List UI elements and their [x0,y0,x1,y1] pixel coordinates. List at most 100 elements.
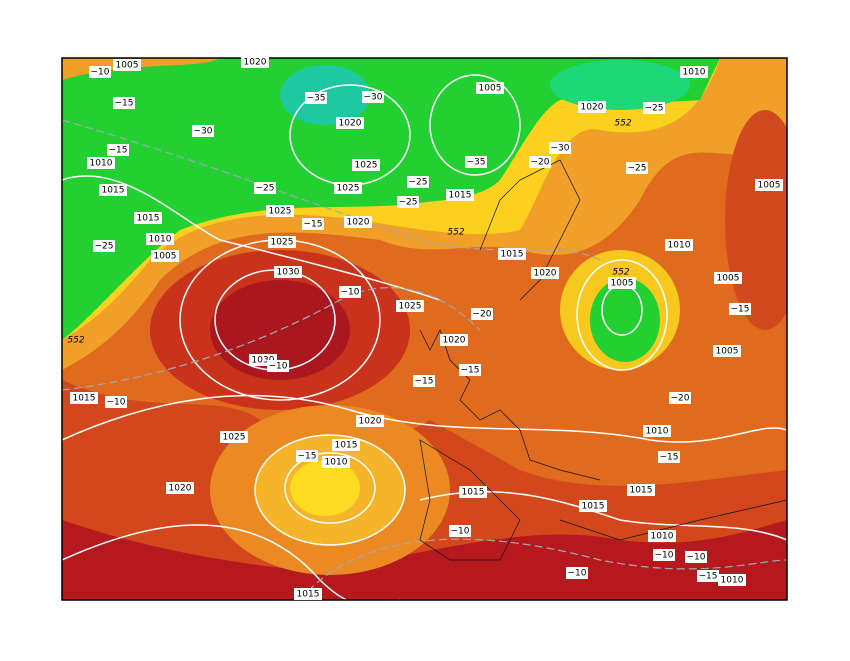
temperature-label: −25 [409,178,428,188]
label-box [397,196,419,208]
isobar-label: 1025 [269,207,292,217]
label-box [146,233,174,245]
isobar-label: 1015 [102,186,125,196]
label-box [755,179,783,191]
label-box [220,431,248,443]
label-box [648,530,676,542]
label-box [566,567,588,579]
label-box [608,277,636,289]
temperature-label: −30 [551,144,570,154]
isobar-label: 1005 [479,84,502,94]
label-box [697,570,719,582]
temperature-label: −10 [451,527,470,537]
label-box [322,456,350,468]
label-box [498,248,526,260]
label-box [449,525,471,537]
label-box [87,157,115,169]
temperature-label: −15 [298,452,317,462]
label-box [669,392,691,404]
label-box [302,218,324,230]
temperature-label: −25 [645,104,664,114]
temperature-label: −30 [364,93,383,103]
label-box [665,239,693,251]
label-box [332,439,360,451]
label-box [627,484,655,496]
temperature-label: −35 [307,94,326,104]
label-box [241,56,269,68]
temperature-label: −10 [655,551,674,561]
label-box [339,286,361,298]
isobar-label: 1015 [630,486,653,496]
label-box [105,396,127,408]
temperature-label: −15 [461,366,480,376]
isobar-label: 1005 [717,274,740,284]
label-box [134,212,162,224]
isobar-label: 1020 [443,336,466,346]
isobar-label: 1005 [758,181,781,191]
label-box [471,308,493,320]
isobar-label: 1015 [297,590,320,600]
label-box [653,549,675,561]
label-box [531,267,559,279]
label-box [254,182,276,194]
temperature-label: −15 [304,220,323,230]
isobar-label: 1025 [223,433,246,443]
height-label: 552 [67,336,84,346]
label-box [305,92,327,104]
isobar-label: 1020 [347,218,370,228]
isobar-label: 1010 [149,235,172,245]
isobar-label: 1025 [337,184,360,194]
isobar-label: 1030 [277,268,300,278]
isobar-label: 1025 [355,161,378,171]
label-box [459,486,487,498]
label-box [362,91,384,103]
label-box [680,66,708,78]
isobar-label: 1010 [325,458,348,468]
label-box [529,156,551,168]
label-box [626,162,648,174]
isobar-label: 1020 [244,58,267,68]
contour-labels: 1020 1005 1005 1020 1025 1010 1015 1025 1020 1015… [67,56,783,600]
label-box [578,101,606,113]
height-label: 552 [614,119,631,129]
label-box [70,392,98,404]
label-box [99,184,127,196]
label-box [151,250,179,262]
temperature-label: −20 [671,394,690,404]
temperature-label: −10 [269,362,288,372]
isobar-label: 1005 [716,347,739,357]
isobar-label: 1010 [721,576,744,586]
temperature-label: −20 [473,310,492,320]
label-box [334,182,362,194]
label-box [89,66,111,78]
label-box [266,205,294,217]
label-box [113,59,141,71]
label-box [352,159,380,171]
label-box [107,144,129,156]
temperature-label: −10 [107,398,126,408]
label-box [336,117,364,129]
label-box [274,266,302,278]
isobar-label: 1030 [252,356,275,366]
temperature-label: −15 [660,453,679,463]
isobar-label: 1010 [90,159,113,169]
label-box [446,189,474,201]
temperature-label: −25 [628,164,647,174]
temperature-field [62,58,787,600]
isobar-label: 1010 [646,427,669,437]
temperature-label: −30 [194,127,213,137]
temperature-label: −10 [568,569,587,579]
label-box [113,97,135,109]
temperature-label: −25 [399,198,418,208]
label-box [714,272,742,284]
label-box [685,551,707,563]
isobar-label: 1010 [651,532,674,542]
height-label: 552 [612,268,629,278]
label-box [718,574,746,586]
label-box [459,364,481,376]
isobar-label: 1015 [449,191,472,201]
temperature-label: −15 [731,305,750,315]
isobar-label: 1025 [399,302,422,312]
isobar-label: 1005 [116,61,139,71]
isobar-label: 1015 [501,250,524,260]
